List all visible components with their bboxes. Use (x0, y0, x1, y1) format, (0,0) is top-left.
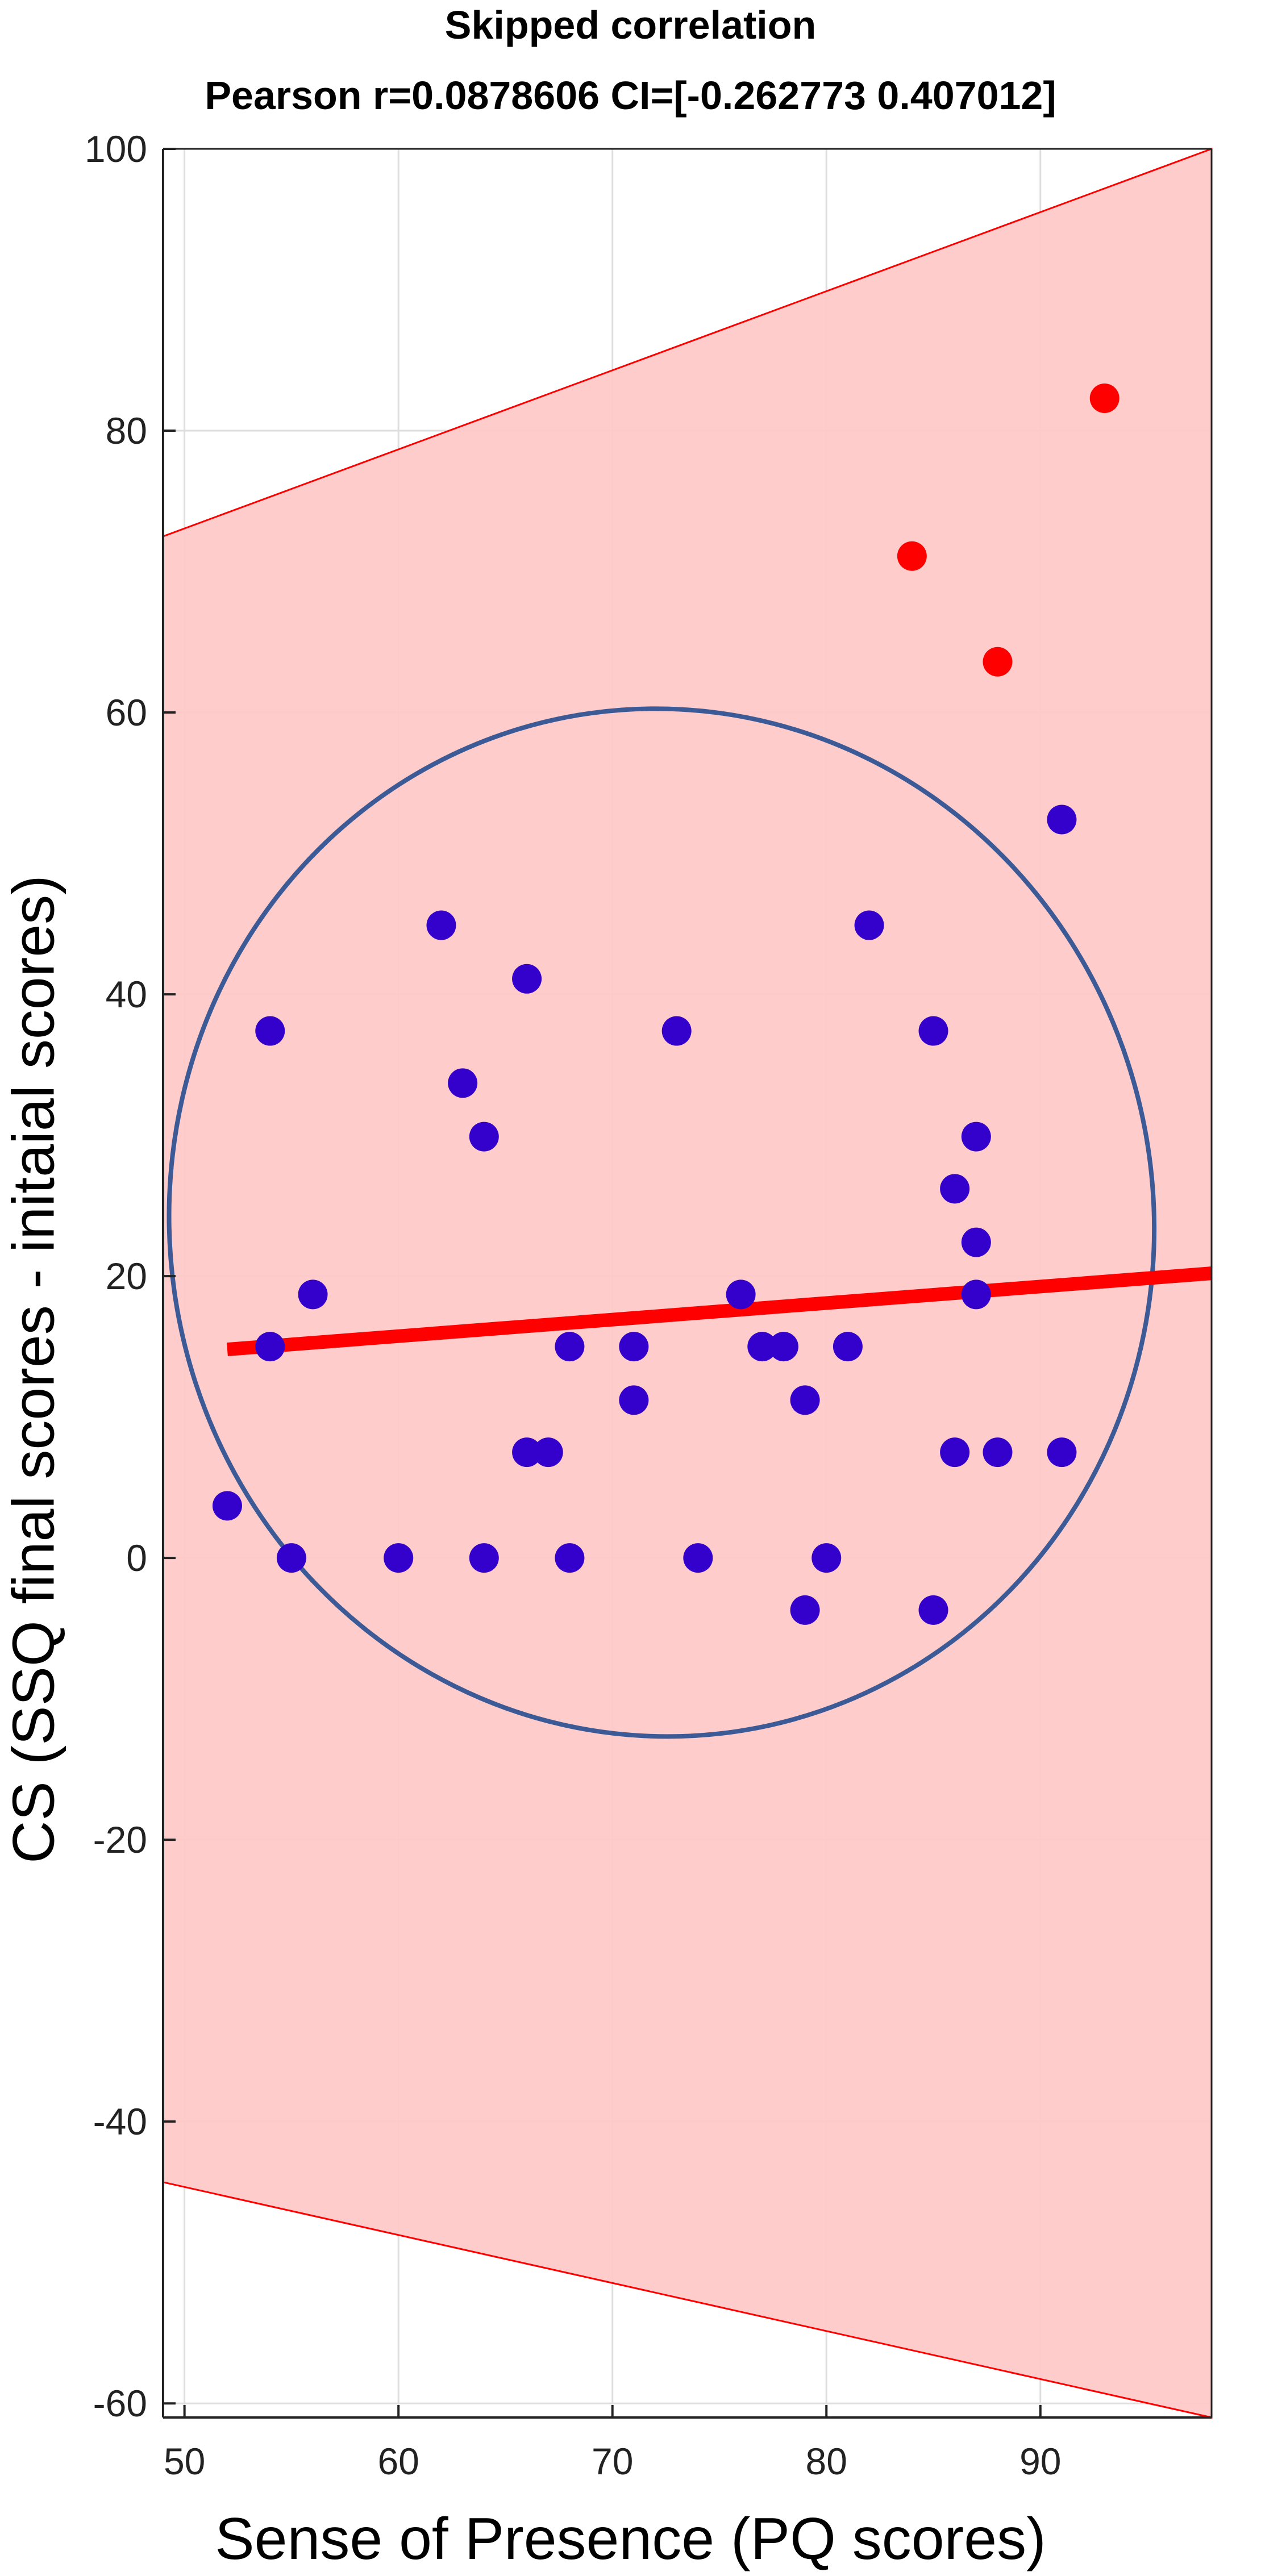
inliers-point-5 (384, 1543, 414, 1573)
inliers-point-18 (683, 1543, 713, 1573)
inliers-point-16 (619, 1385, 649, 1415)
y-tick-label--40: -40 (93, 2100, 147, 2143)
inliers-point-14 (555, 1543, 585, 1573)
inliers-point-23 (790, 1595, 820, 1625)
inliers-point-36 (1047, 1437, 1077, 1468)
inliers-point-32 (961, 1227, 991, 1257)
y-tick-label-20: 20 (106, 1255, 147, 1297)
y-tick-label-100: 100 (85, 128, 147, 170)
y-tick-label-40: 40 (106, 973, 147, 1015)
x-tick-label-80: 80 (806, 2440, 847, 2482)
ellipse-group (167, 706, 1157, 1739)
inliers-point-9 (469, 1543, 499, 1573)
inliers-point-27 (918, 1016, 948, 1046)
inliers-point-0 (212, 1491, 242, 1521)
inliers-point-11 (512, 1437, 542, 1468)
inliers-point-19 (726, 1279, 756, 1310)
robust-ellipse (167, 706, 1157, 1739)
inliers-point-22 (790, 1385, 820, 1415)
inliers-point-7 (448, 1068, 478, 1098)
inliers-point-10 (512, 964, 542, 994)
inliers-point-4 (298, 1279, 328, 1310)
tick-labels: 50 60 70 80 90 -60 -40 -20 0 20 40 60 80 100 (85, 128, 1062, 2482)
axes (162, 148, 1213, 2419)
y-tick-label-60: 60 (106, 691, 147, 733)
y-tick-label-0: 0 (126, 1537, 147, 1579)
inliers-point-24 (811, 1543, 842, 1573)
x-tick-label-70: 70 (592, 2440, 633, 2482)
x-tick-label-90: 90 (1019, 2440, 1061, 2482)
inliers-point-34 (983, 1437, 1013, 1468)
outliers-point-2 (1089, 383, 1119, 413)
inliers-point-33 (961, 1279, 991, 1310)
scatter-points (212, 383, 1119, 1625)
regression-group (227, 1266, 1212, 1357)
inliers-point-30 (940, 1437, 970, 1468)
inliers-point-35 (1047, 805, 1077, 835)
x-axis-label: Sense of Presence (PQ scores) (215, 2506, 1046, 2572)
inliers-point-17 (661, 1016, 692, 1046)
inliers-point-21 (768, 1332, 798, 1362)
outliers-point-0 (897, 541, 927, 571)
inliers-point-8 (469, 1122, 499, 1152)
regression-line (227, 1266, 1212, 1357)
inliers-point-6 (426, 910, 456, 940)
inliers-point-12 (533, 1437, 563, 1468)
x-tick-label-50: 50 (164, 2440, 205, 2482)
x-tick-label-60: 60 (377, 2440, 419, 2482)
inliers-point-15 (619, 1332, 649, 1362)
chart-subtitle: Pearson r=0.0878606 CI=[-0.262773 0.4070… (205, 73, 1056, 118)
y-tick-label-80: 80 (106, 410, 147, 452)
inliers-point-26 (854, 910, 884, 940)
y-tick-label--20: -20 (93, 1819, 147, 1861)
outliers-point-1 (983, 647, 1013, 677)
inliers-point-28 (918, 1595, 948, 1625)
inliers-point-29 (940, 1174, 970, 1204)
y-tick-label--60: -60 (93, 2382, 147, 2424)
inliers-point-3 (276, 1543, 306, 1573)
inliers-point-13 (555, 1332, 585, 1362)
y-axis-label: CS (SSQ final scores - initaial scores) (1, 875, 67, 1864)
inliers-point-20 (747, 1332, 777, 1362)
inliers-point-25 (833, 1332, 863, 1362)
inliers-point-1 (255, 1016, 285, 1046)
chart-title: Skipped correlation (444, 3, 817, 47)
inliers-point-31 (961, 1122, 991, 1152)
inliers-point-2 (255, 1332, 285, 1362)
